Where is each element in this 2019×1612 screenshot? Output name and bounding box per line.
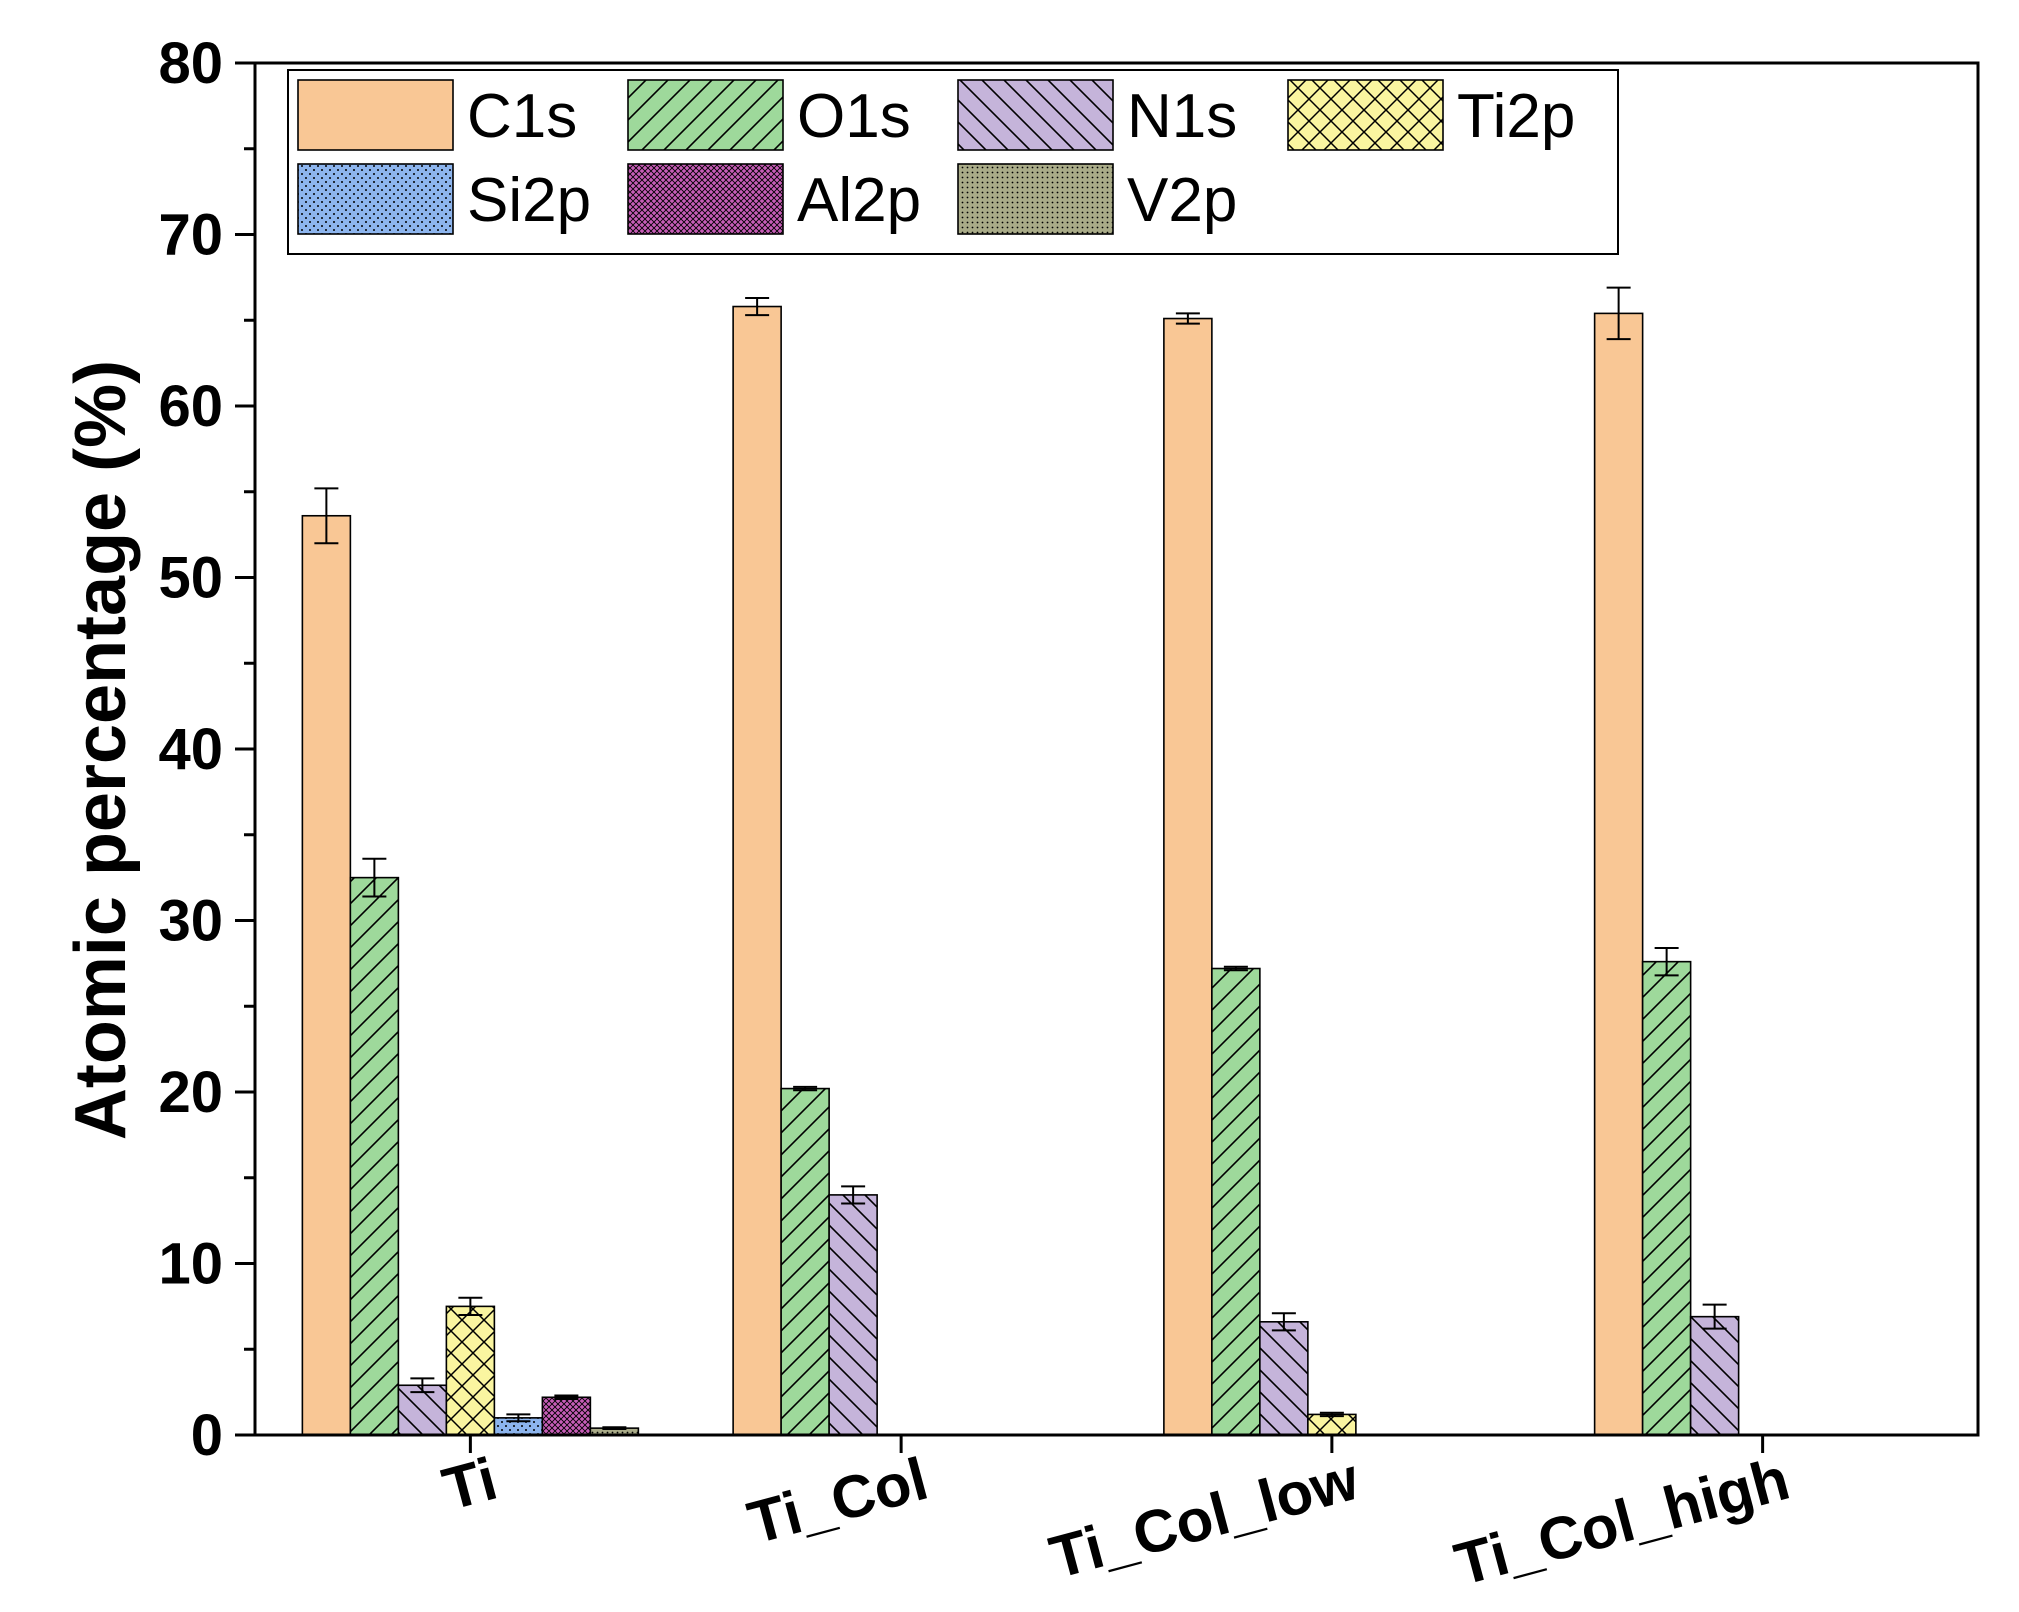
error-bar xyxy=(793,1085,818,1092)
legend-item-Al2p: Al2p xyxy=(627,163,921,235)
y-tick-label: 50 xyxy=(158,546,223,611)
legend-swatch-pattern xyxy=(958,164,1113,234)
bar-pattern xyxy=(781,1088,830,1435)
bar-fill xyxy=(1163,318,1212,1435)
bar-fill xyxy=(1594,313,1643,1435)
legend-item-N1s: N1s xyxy=(957,79,1237,151)
legend-item-Ti2p: Ti2p xyxy=(1287,79,1575,151)
y-axis-title: Atomic percentage (%) xyxy=(61,360,141,1140)
bar-N1s-Ti_Col xyxy=(828,1185,878,1436)
y-tick-label: 40 xyxy=(158,717,223,782)
legend-label: N1s xyxy=(1127,82,1237,151)
bar-Ti2p-Ti xyxy=(445,1296,496,1436)
bar-pattern xyxy=(1690,1316,1739,1435)
legend-item-Si2p: Si2p xyxy=(297,163,591,235)
bar-fill xyxy=(302,515,351,1435)
bar-pattern xyxy=(1307,1414,1356,1435)
legend-swatch-pattern xyxy=(628,80,783,150)
error-bar xyxy=(554,1394,579,1400)
legend-item-V2p: V2p xyxy=(957,163,1237,235)
y-tick-label: 10 xyxy=(158,1232,223,1297)
bar-C1s-Ti_Col_low xyxy=(1163,312,1213,1436)
legend-label: C1s xyxy=(467,82,577,151)
bar-pattern xyxy=(1259,1321,1308,1435)
bar-pattern xyxy=(1211,968,1260,1435)
bar-V2p-Ti xyxy=(589,1426,640,1436)
bar-C1s-Ti_Col xyxy=(732,296,782,1436)
legend-label: V2p xyxy=(1127,166,1237,235)
bar-pattern xyxy=(590,1428,639,1435)
legend-swatch-pattern xyxy=(298,164,453,234)
error-bar xyxy=(410,1377,435,1394)
legend-swatch-outline xyxy=(957,79,1114,151)
bar-pattern xyxy=(398,1385,447,1435)
y-tick-label: 60 xyxy=(158,374,223,439)
y-tick-label: 70 xyxy=(158,203,223,268)
legend-swatch-pattern xyxy=(1288,80,1443,150)
legend-label: Ti2p xyxy=(1457,82,1575,151)
bar-O1s-Ti_Col xyxy=(780,1085,830,1436)
legend-swatch-outline xyxy=(957,163,1114,235)
bar-O1s-Ti_Col_high xyxy=(1641,946,1692,1436)
bar-Al2p-Ti xyxy=(541,1394,592,1436)
bar-fill xyxy=(733,306,782,1435)
legend-item-C1s: C1s xyxy=(297,79,577,151)
bar-Ti2p-Ti_Col_low xyxy=(1307,1411,1357,1436)
legend-swatch-outline xyxy=(627,79,784,151)
x-tick-label: Ti_Col_low xyxy=(1043,1445,1366,1591)
bar-O1s-Ti_Col_low xyxy=(1211,965,1261,1436)
x-tick-label: Ti xyxy=(436,1445,504,1523)
x-tick-label: Ti_Col xyxy=(741,1445,934,1557)
error-bar xyxy=(602,1426,627,1430)
legend-swatch-pattern xyxy=(628,164,783,234)
bar-O1s-Ti xyxy=(349,857,400,1436)
bar-C1s-Ti_Col_high xyxy=(1593,286,1644,1436)
legend-swatch-outline xyxy=(1287,79,1444,151)
error-bar xyxy=(841,1185,866,1205)
legend-swatch xyxy=(298,80,453,150)
plot-frame xyxy=(253,61,1980,1437)
y-tick-label: 30 xyxy=(158,889,223,954)
legend-swatch-outline xyxy=(297,163,454,235)
y-tick-label: 0 xyxy=(191,1403,223,1468)
error-bar xyxy=(745,296,770,317)
legend-label: O1s xyxy=(797,82,911,151)
bar-N1s-Ti xyxy=(397,1377,448,1436)
x-axis: Ti Ti_Col Ti_Col_low Ti_Col_high xyxy=(436,1435,1796,1598)
legend: C1s O1s N1s Ti2p Si2p Al2p V2p xyxy=(287,69,1619,255)
error-bar xyxy=(1702,1303,1727,1330)
y-axis: 0 10 20 30 40 50 60 70 80 xyxy=(158,31,255,1468)
error-bar xyxy=(458,1296,483,1316)
bar-N1s-Ti_Col_high xyxy=(1689,1303,1740,1436)
error-bar xyxy=(1654,946,1679,977)
legend-label: Si2p xyxy=(467,166,591,235)
error-bar xyxy=(506,1413,531,1423)
x-tick-label: Ti_Col_high xyxy=(1448,1445,1796,1598)
error-bar xyxy=(1271,1312,1296,1332)
bar-pattern xyxy=(542,1397,591,1435)
bar-C1s-Ti xyxy=(301,487,352,1436)
error-bar xyxy=(1175,312,1200,325)
legend-swatch-outline xyxy=(627,163,784,235)
bar-N1s-Ti_Col_low xyxy=(1259,1312,1309,1436)
bar-pattern xyxy=(829,1194,878,1435)
error-bar xyxy=(314,487,339,545)
bar-pattern xyxy=(446,1306,495,1435)
y-tick-label: 20 xyxy=(158,1060,223,1125)
legend-label: Al2p xyxy=(797,166,921,235)
y-tick-label: 80 xyxy=(158,31,223,96)
legend-item-O1s: O1s xyxy=(627,79,911,151)
error-bar xyxy=(1606,286,1631,341)
bar-Si2p-Ti xyxy=(493,1413,544,1436)
legend-swatch-outline xyxy=(297,79,454,151)
error-bar xyxy=(362,857,387,898)
legend-swatch-pattern xyxy=(958,80,1113,150)
error-bar xyxy=(1319,1411,1344,1418)
bar-pattern xyxy=(350,877,399,1435)
error-bar xyxy=(1223,965,1248,972)
bar-pattern xyxy=(1642,961,1691,1435)
bars xyxy=(301,286,1740,1436)
